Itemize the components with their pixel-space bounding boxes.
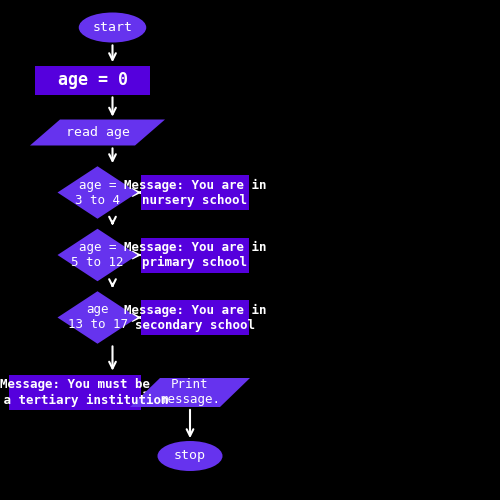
FancyBboxPatch shape (142, 175, 249, 210)
Text: age = 0: age = 0 (58, 71, 128, 89)
Polygon shape (30, 120, 165, 146)
Polygon shape (58, 229, 138, 281)
Text: Message: You are in
secondary school: Message: You are in secondary school (124, 304, 266, 332)
Text: Message: You are in
nursery school: Message: You are in nursery school (124, 178, 266, 206)
FancyBboxPatch shape (142, 238, 249, 272)
Text: Message: You must be
in a tertiary institution: Message: You must be in a tertiary insti… (0, 378, 169, 406)
Polygon shape (130, 378, 250, 407)
Text: read age: read age (66, 126, 130, 139)
Text: age =
5 to 12: age = 5 to 12 (72, 241, 124, 269)
Polygon shape (58, 166, 138, 219)
Polygon shape (58, 291, 138, 344)
Text: stop: stop (174, 450, 206, 462)
FancyBboxPatch shape (142, 300, 249, 335)
FancyBboxPatch shape (8, 375, 141, 410)
Text: Print
message.: Print message. (160, 378, 220, 406)
FancyBboxPatch shape (35, 66, 150, 94)
Text: age =
3 to 4: age = 3 to 4 (75, 178, 120, 206)
Text: start: start (92, 21, 132, 34)
Ellipse shape (158, 441, 222, 471)
Text: Message: You are in
primary school: Message: You are in primary school (124, 241, 266, 269)
Ellipse shape (79, 12, 146, 42)
Text: age
13 to 17: age 13 to 17 (68, 304, 128, 332)
